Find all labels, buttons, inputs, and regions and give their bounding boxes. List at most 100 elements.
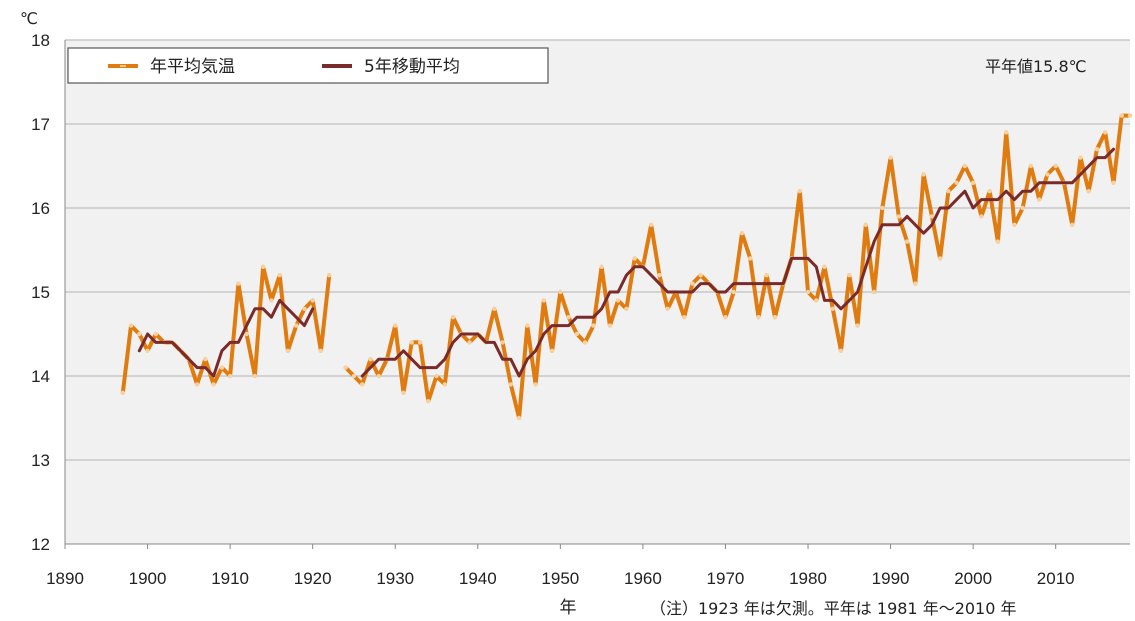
annual-point — [896, 214, 902, 219]
x-axis-label: 年 — [560, 598, 577, 617]
annual-point — [599, 264, 604, 269]
x-tick-label: 1890 — [46, 569, 84, 588]
annual-point — [1003, 130, 1009, 135]
annual-point — [326, 273, 332, 278]
annual-point — [847, 273, 852, 278]
y-tick-label: 18 — [31, 31, 50, 50]
annual-point — [318, 348, 324, 353]
annual-point — [772, 315, 778, 320]
annual-point — [541, 298, 547, 303]
annual-point — [690, 281, 695, 286]
annual-point — [310, 298, 315, 303]
annual-point — [830, 306, 835, 311]
annual-point — [500, 340, 505, 345]
x-tick-label: 1900 — [129, 569, 167, 588]
annual-point — [376, 373, 381, 379]
annual-point — [269, 298, 274, 303]
annual-point — [277, 273, 282, 278]
annual-point — [1119, 113, 1124, 118]
annual-point — [739, 231, 745, 236]
annual-point — [1086, 189, 1091, 194]
annual-point — [343, 365, 348, 370]
annual-point — [632, 256, 637, 261]
annual-point — [657, 273, 662, 278]
annual-point — [921, 172, 926, 177]
legend-moving-label: 5年移動平均 — [364, 57, 460, 77]
annual-point — [227, 373, 233, 379]
annual-point — [665, 306, 670, 311]
annual-point — [1036, 197, 1042, 202]
x-tick-label: 1990 — [872, 569, 910, 588]
annual-point — [855, 323, 860, 328]
y-tick-label: 17 — [31, 115, 50, 134]
annual-point — [492, 306, 497, 311]
annual-point — [880, 205, 885, 211]
y-unit-label: ℃ — [20, 9, 38, 28]
annual-point — [1127, 113, 1133, 118]
x-tick-label: 2010 — [1037, 569, 1075, 588]
annual-point — [533, 382, 538, 387]
x-tick-label: 1920 — [294, 569, 332, 588]
x-tick-label: 2000 — [954, 569, 992, 588]
y-tick-label: 15 — [31, 283, 50, 302]
annual-point — [153, 331, 159, 337]
annual-point — [871, 289, 877, 295]
annual-point — [1020, 205, 1025, 211]
annual-point — [1045, 172, 1050, 177]
annual-point — [409, 340, 414, 345]
annual-point — [681, 315, 687, 320]
annual-point — [1053, 163, 1058, 169]
annual-point — [756, 315, 761, 320]
annual-point — [723, 315, 728, 320]
annual-point — [962, 163, 968, 169]
annual-point — [797, 189, 802, 194]
annual-point — [450, 315, 456, 320]
annual-point — [194, 382, 200, 387]
annual-point — [888, 155, 893, 160]
annual-point — [128, 323, 134, 328]
annual-point — [913, 281, 918, 286]
annual-point — [937, 256, 943, 261]
annual-point — [1103, 130, 1108, 135]
annual-point — [822, 264, 827, 269]
annual-point — [1094, 147, 1100, 152]
annual-point — [748, 256, 753, 261]
annual-point — [624, 306, 629, 311]
annual-point — [558, 289, 563, 295]
annual-point — [351, 373, 357, 379]
annual-point — [904, 239, 910, 244]
annual-point — [549, 348, 555, 353]
annual-point — [566, 315, 571, 320]
y-tick-label: 14 — [31, 367, 50, 386]
annual-point — [979, 214, 984, 219]
moving-line-segment-0 — [137, 298, 315, 378]
annual-point — [1070, 222, 1075, 227]
annual-point — [805, 289, 811, 295]
annual-point — [426, 399, 431, 404]
x-tick-label: 1910 — [211, 569, 249, 588]
y-tick-label: 16 — [31, 199, 50, 218]
annual-point — [145, 348, 150, 353]
annual-point — [1078, 155, 1083, 160]
x-tick-label: 1960 — [624, 569, 662, 588]
annual-point — [1111, 180, 1116, 185]
annual-point — [615, 298, 621, 303]
annual-point — [508, 382, 514, 387]
normal-value-label: 平年値15.8℃ — [985, 57, 1087, 76]
annual-point — [236, 281, 241, 286]
annual-point — [863, 222, 869, 227]
annual-point — [698, 273, 703, 278]
legend-annual-label: 年平均気温 — [150, 57, 235, 77]
annual-point — [1028, 163, 1034, 169]
annual-point — [401, 390, 406, 395]
annual-point — [467, 340, 472, 345]
annual-point — [260, 264, 266, 269]
legend-box — [67, 47, 549, 84]
annual-point — [120, 390, 125, 395]
annual-point — [731, 289, 736, 295]
annual-point — [929, 214, 935, 219]
x-tick-label: 1930 — [376, 569, 414, 588]
annual-point — [838, 348, 844, 353]
annual-point — [582, 340, 588, 345]
